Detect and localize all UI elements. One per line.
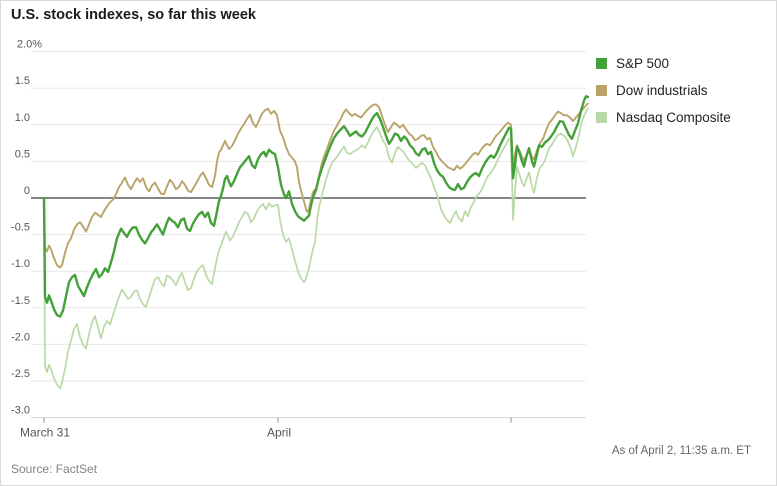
sp500-swatch-icon xyxy=(596,58,607,69)
x-axis-label: March 31 xyxy=(20,426,70,440)
chart-title: U.S. stock indexes, so far this week xyxy=(11,7,256,23)
as-of-note: As of April 2, 11:35 a.m. ET xyxy=(611,445,751,457)
legend-label-nasdaq: Nasdaq Composite xyxy=(616,110,731,125)
legend-item-dow: Dow industrials xyxy=(596,77,731,104)
x-axis-label: April xyxy=(267,426,291,440)
legend-label-dow: Dow industrials xyxy=(616,83,708,98)
y-axis-label: -3.0 xyxy=(11,405,30,417)
legend-item-sp500: S&P 500 xyxy=(596,50,731,77)
y-axis-label: 0.5 xyxy=(15,148,30,160)
y-axis-label: 1.0 xyxy=(15,112,30,124)
source-note: Source: FactSet xyxy=(11,462,98,476)
y-axis-label: 2.0% xyxy=(17,39,42,51)
legend-item-nasdaq: Nasdaq Composite xyxy=(596,104,731,131)
y-axis-label: 1.5 xyxy=(15,75,30,87)
y-axis-label: -1.0 xyxy=(11,258,30,270)
legend: S&P 500 Dow industrials Nasdaq Composite xyxy=(596,50,731,131)
y-axis-label: -0.5 xyxy=(11,222,30,234)
y-axis-label: 0 xyxy=(24,185,30,197)
y-axis-label: -2.5 xyxy=(11,368,30,380)
dow-swatch-icon xyxy=(596,85,607,96)
series-line-s-p-500 xyxy=(42,95,590,318)
series-line-dow-industrials xyxy=(43,102,589,269)
y-axis-label: -1.5 xyxy=(11,295,30,307)
legend-label-sp500: S&P 500 xyxy=(616,56,670,71)
series-line-nasdaq-composite xyxy=(43,107,589,390)
nasdaq-swatch-icon xyxy=(596,112,607,123)
y-axis-label: -2.0 xyxy=(11,331,30,343)
